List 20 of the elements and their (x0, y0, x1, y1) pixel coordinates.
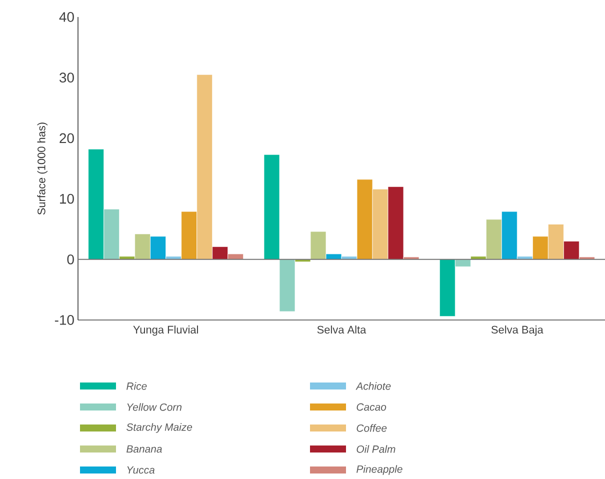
legend-label: Starchy Maize (126, 423, 192, 433)
legend-label: Oil Palm (356, 445, 396, 453)
legend-label: Pineapple (356, 465, 402, 475)
x-tick-label: Yunga Fluvial (133, 326, 198, 336)
y-tick-label: 0 (67, 254, 74, 264)
legend-label: Rice (126, 382, 147, 390)
y-tick-label: 40 (59, 12, 74, 22)
legend-label: Yellow Corn (127, 403, 182, 411)
x-tick-label: Selva Baja (491, 326, 544, 336)
x-tick-label: Selva Alta (317, 326, 366, 334)
y-tick-label: 20 (60, 133, 74, 144)
y-tick-label: 30 (59, 72, 74, 83)
legend-label: Cacao (356, 403, 386, 411)
legend-label: Banana (126, 445, 162, 453)
y-axis-title: Surface (1000 has) (37, 122, 48, 215)
legend-label: Yucca (127, 466, 155, 474)
y-tick-label: -10 (54, 315, 74, 325)
legend-label: Achiote (356, 382, 391, 390)
y-tick-label: 10 (60, 194, 74, 204)
legend-label: Coffee (356, 424, 387, 432)
